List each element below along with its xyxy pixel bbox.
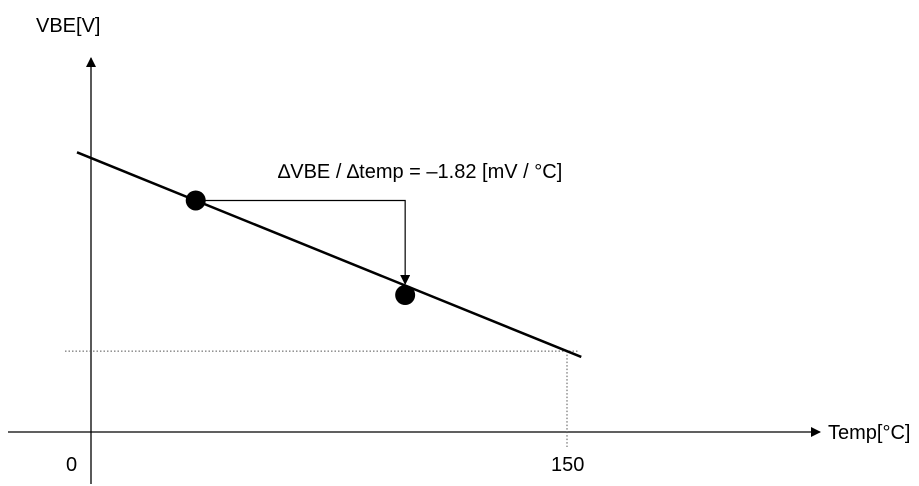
delta-arrow [195,199,411,285]
x-tick-0: 0 [66,454,77,476]
x-tick-150: 150 [551,454,584,476]
marked-point-1 [185,190,206,211]
y-axis-label: VBE[V] [36,15,100,37]
marked-point-2 [395,285,416,305]
x-axis-label: Temp[°C] [828,422,910,444]
slope-annotation: ∆VBE / ∆temp = –1.82 [mV / °C] [278,161,562,183]
vbe-line [76,151,582,359]
